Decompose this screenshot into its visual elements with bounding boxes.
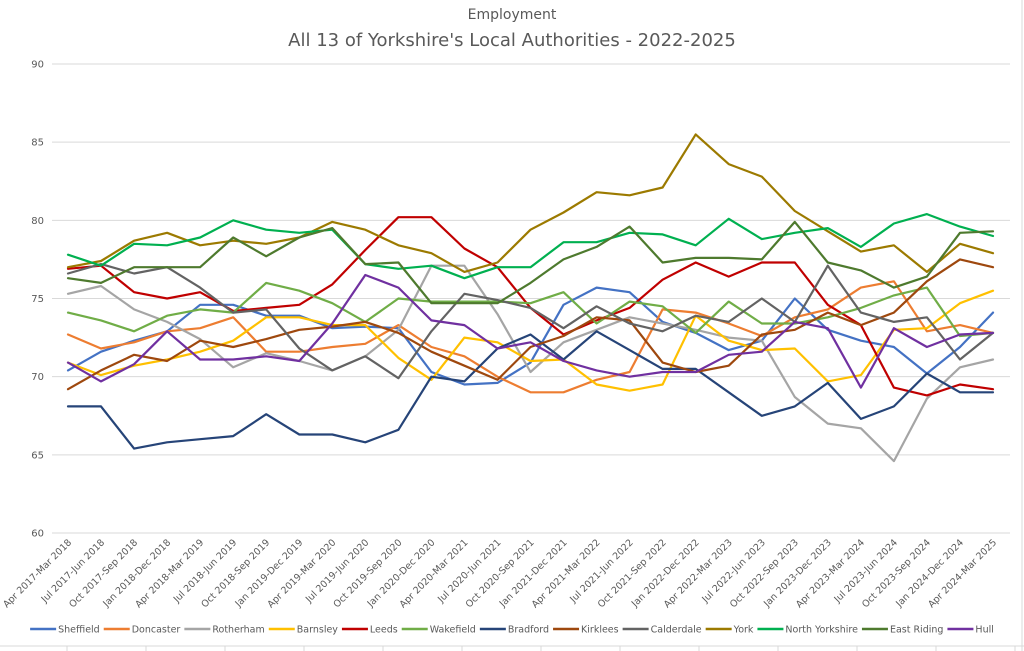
legend-label: Barnsley	[297, 625, 339, 636]
series-line-east-riding	[66, 220, 995, 305]
legend-label: Calderdale	[651, 625, 702, 636]
legend-item-york: York	[705, 625, 754, 636]
legend-item-sheffield: Sheffield	[30, 625, 100, 636]
series-lines	[66, 133, 995, 463]
legend-item-hull: Hull	[947, 625, 994, 636]
series-line-york	[66, 133, 995, 273]
legend-label: Leeds	[370, 625, 398, 636]
chart-subtitle: Employment	[468, 7, 557, 23]
legend-item-wakefield: Wakefield	[401, 625, 476, 636]
y-tick-label: 80	[31, 216, 44, 227]
legend-item-barnsley: Barnsley	[268, 625, 339, 636]
legend-label: Bradford	[508, 625, 549, 636]
y-tick-label: 70	[31, 372, 44, 383]
series-line-doncaster	[66, 280, 995, 394]
y-tick-label: 65	[31, 450, 44, 461]
legend-label: York	[733, 625, 754, 636]
series-line-wakefield	[66, 281, 995, 338]
legend-item-rotherham: Rotherham	[184, 625, 265, 636]
legend-label: Rotherham	[212, 625, 264, 636]
legend-item-doncaster: Doncaster	[103, 625, 181, 636]
legend-label: North Yorkshire	[785, 625, 858, 636]
legend-label: Wakefield	[430, 625, 476, 636]
legend-item-north-yorkshire: North Yorkshire	[757, 625, 858, 636]
series-line-hull	[66, 273, 995, 389]
y-tick-label: 75	[31, 294, 44, 305]
y-tick-label: 60	[31, 529, 44, 540]
y-tick-label: 90	[31, 60, 44, 71]
legend-label: East Riding	[890, 625, 943, 636]
legend-label: Kirklees	[581, 625, 619, 636]
legend-item-bradford: Bradford	[479, 625, 549, 636]
series-line-calderdale	[66, 263, 995, 380]
legend-item-east-riding: East Riding	[861, 625, 943, 636]
chart-title: All 13 of Yorkshire's Local Authorities …	[288, 30, 736, 51]
series-line-bradford	[66, 330, 995, 450]
series-line-north-yorkshire	[66, 213, 995, 280]
legend-label: Doncaster	[132, 625, 181, 636]
y-tick-label: 85	[31, 138, 44, 149]
series-line-rotherham	[66, 264, 995, 463]
legend-label: Sheffield	[58, 625, 100, 636]
legend-item-leeds: Leeds	[341, 625, 398, 636]
series-line-kirklees	[66, 258, 995, 391]
y-axis-ticks: 60 65 70 75 80 85 90	[31, 60, 44, 540]
legend-label: Hull	[975, 625, 993, 636]
legend: Sheffield Doncaster Rotherham Barnsley Leeds…	[30, 625, 994, 636]
legend-item-calderdale: Calderdale	[622, 625, 702, 636]
legend-item-kirklees: Kirklees	[553, 625, 619, 636]
